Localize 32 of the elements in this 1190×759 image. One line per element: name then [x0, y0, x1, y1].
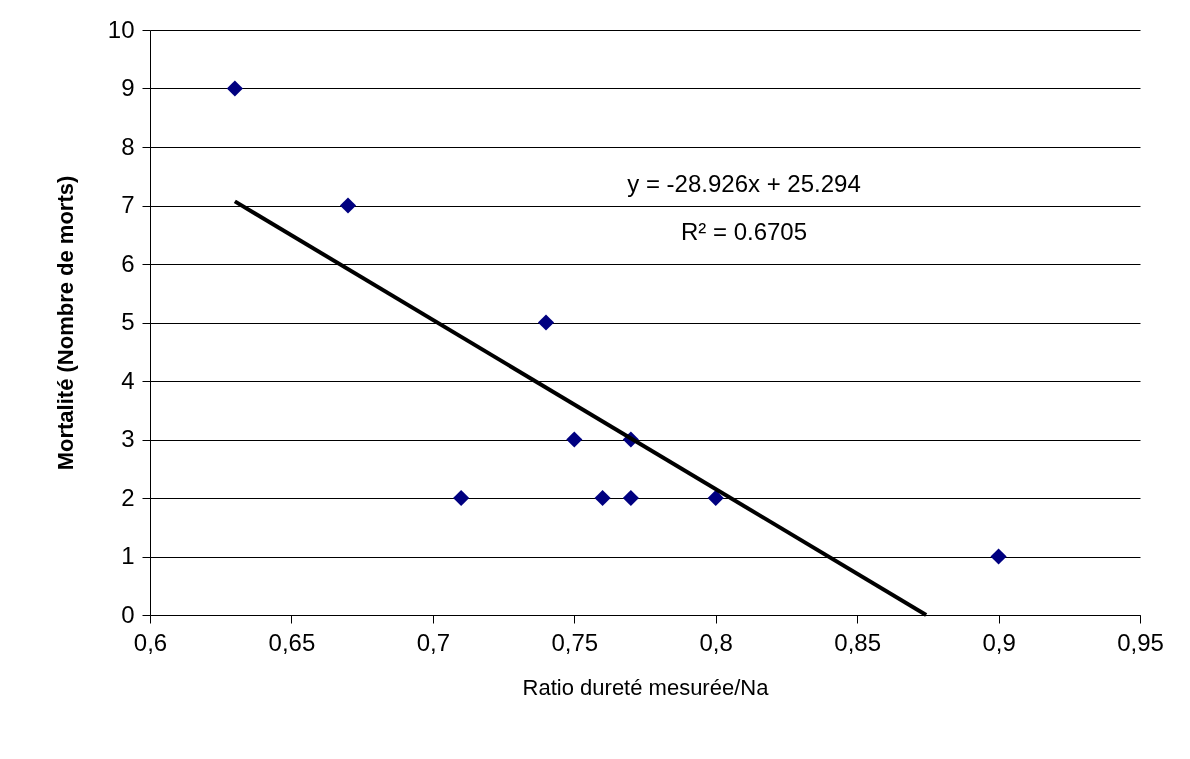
annotation: R² = 0.6705: [680, 218, 808, 245]
x-tick-label: 0,7: [416, 628, 451, 656]
y-tick-label: 7: [121, 191, 135, 218]
point: [537, 314, 555, 331]
x-tick-label: 0,75: [551, 628, 599, 656]
point: [990, 548, 1007, 565]
point: [339, 197, 357, 214]
y-tick-label: 0: [121, 600, 135, 628]
y-tick-label: 4: [121, 366, 135, 394]
x-tick-label: 0,65: [268, 628, 316, 656]
y-tick-label: 2: [121, 483, 135, 511]
x-tick-label: 0,9: [982, 628, 1016, 656]
x-axis-title: Ratio dureté mesurée/Na: [522, 674, 770, 700]
annotation: y = -28.926x + 25.294: [627, 170, 861, 197]
x-tick-label: 0,95: [1117, 628, 1164, 656]
point: [453, 489, 470, 507]
point: [594, 489, 611, 507]
y-tick-label: 5: [121, 308, 135, 335]
y-tick-label: 8: [121, 132, 135, 160]
point: [707, 489, 724, 507]
point: [226, 80, 243, 97]
point: [566, 431, 583, 448]
x-tick-label: 0,85: [834, 628, 881, 656]
y-tick-label: 6: [121, 249, 135, 277]
y-tick-label: 9: [121, 74, 135, 101]
x-tick-label: 0,6: [133, 628, 168, 656]
x-tick-label: 0,8: [699, 628, 733, 656]
y-tick-label: 3: [121, 425, 135, 452]
y-tick-label: 10: [107, 15, 135, 43]
point: [622, 489, 639, 507]
y-axis-title: Mortalité (Nombre de morts): [52, 175, 78, 471]
y-tick-label: 1: [121, 542, 135, 569]
